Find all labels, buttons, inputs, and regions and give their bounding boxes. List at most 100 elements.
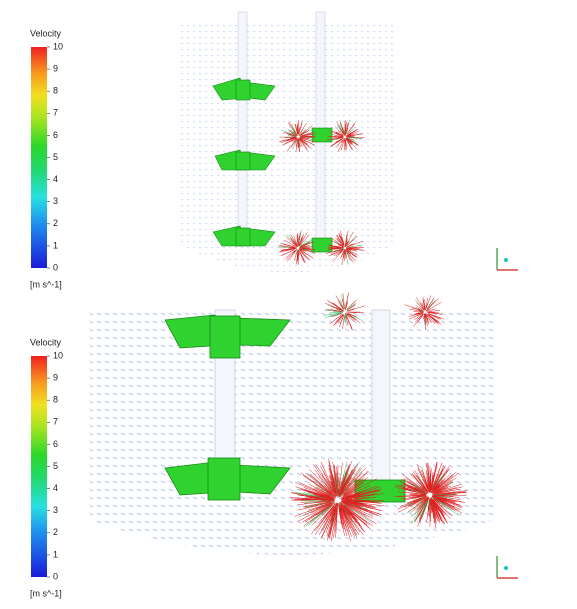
vector (425, 314, 431, 322)
vector (421, 302, 425, 311)
vector (341, 463, 358, 493)
vector (317, 475, 335, 495)
vector (347, 129, 357, 136)
vector (341, 299, 345, 310)
vector (337, 299, 344, 310)
vector (346, 486, 381, 498)
vector (345, 494, 375, 500)
vector (328, 464, 337, 493)
legend-unit: [m s^-1] (30, 588, 62, 598)
vector (346, 231, 354, 245)
vector (340, 469, 353, 494)
vector (300, 133, 313, 137)
vector (320, 461, 335, 492)
vector (286, 250, 296, 260)
vector (343, 500, 368, 505)
vector (434, 495, 453, 499)
vector (346, 488, 381, 498)
vector (313, 493, 334, 499)
vector (405, 477, 426, 492)
vector (429, 468, 432, 490)
tick-label: 1 (53, 240, 58, 250)
vector (432, 496, 445, 505)
vector (286, 140, 296, 152)
vector (344, 505, 374, 527)
vector (430, 499, 432, 514)
vector (330, 509, 337, 542)
vector (430, 474, 434, 491)
vector (346, 302, 353, 311)
vector (339, 314, 345, 325)
vector (426, 462, 430, 488)
vector (330, 475, 337, 495)
vector (341, 503, 357, 518)
vector (344, 502, 374, 513)
vector (342, 482, 364, 497)
vector (345, 230, 349, 245)
vector (298, 130, 303, 136)
vector (323, 312, 341, 316)
vector (327, 248, 342, 251)
vector (345, 139, 352, 148)
vector (340, 509, 352, 542)
vector (341, 507, 358, 536)
vector (346, 134, 351, 137)
vector (431, 499, 438, 517)
vector (295, 139, 298, 147)
vector (335, 308, 344, 312)
vector (326, 503, 336, 516)
vector (301, 248, 316, 250)
vector (280, 138, 295, 143)
vector (342, 470, 362, 494)
vector (427, 308, 436, 312)
vector (325, 504, 336, 521)
vector (433, 494, 446, 497)
vector (300, 234, 310, 246)
vector (299, 130, 307, 136)
vector (335, 234, 344, 246)
vector (426, 314, 436, 325)
vector (432, 475, 443, 491)
vector (432, 496, 445, 501)
vector (339, 504, 348, 523)
tick-label: 2 (53, 527, 58, 537)
vector (339, 486, 346, 498)
vector (431, 468, 441, 490)
vector (285, 250, 296, 259)
vector (432, 465, 445, 489)
vector (314, 506, 334, 530)
vector (330, 503, 337, 517)
vector (339, 506, 345, 530)
vector (297, 502, 330, 511)
vector (347, 314, 361, 324)
vector (346, 123, 355, 135)
vector (433, 499, 447, 516)
vector (299, 482, 331, 497)
vector (428, 314, 442, 325)
vector (282, 248, 295, 251)
vector (409, 489, 427, 495)
vector (298, 123, 303, 134)
vector (343, 503, 367, 517)
vector (345, 505, 377, 525)
vector (435, 492, 458, 495)
vector (291, 123, 297, 135)
vector (307, 505, 333, 527)
vector (335, 137, 344, 139)
vector (346, 313, 356, 321)
vector (287, 135, 296, 137)
vector (345, 137, 351, 143)
vector (345, 501, 377, 508)
tick-label: 4 (53, 174, 58, 184)
vector (433, 468, 450, 490)
vector (433, 495, 448, 501)
vector (346, 135, 354, 137)
vector (339, 477, 348, 496)
vector (345, 314, 349, 326)
vector (426, 476, 430, 491)
vector (292, 139, 298, 150)
tick-label: 8 (53, 86, 58, 96)
vector (432, 499, 445, 514)
vector (278, 245, 295, 248)
vector (302, 475, 332, 495)
